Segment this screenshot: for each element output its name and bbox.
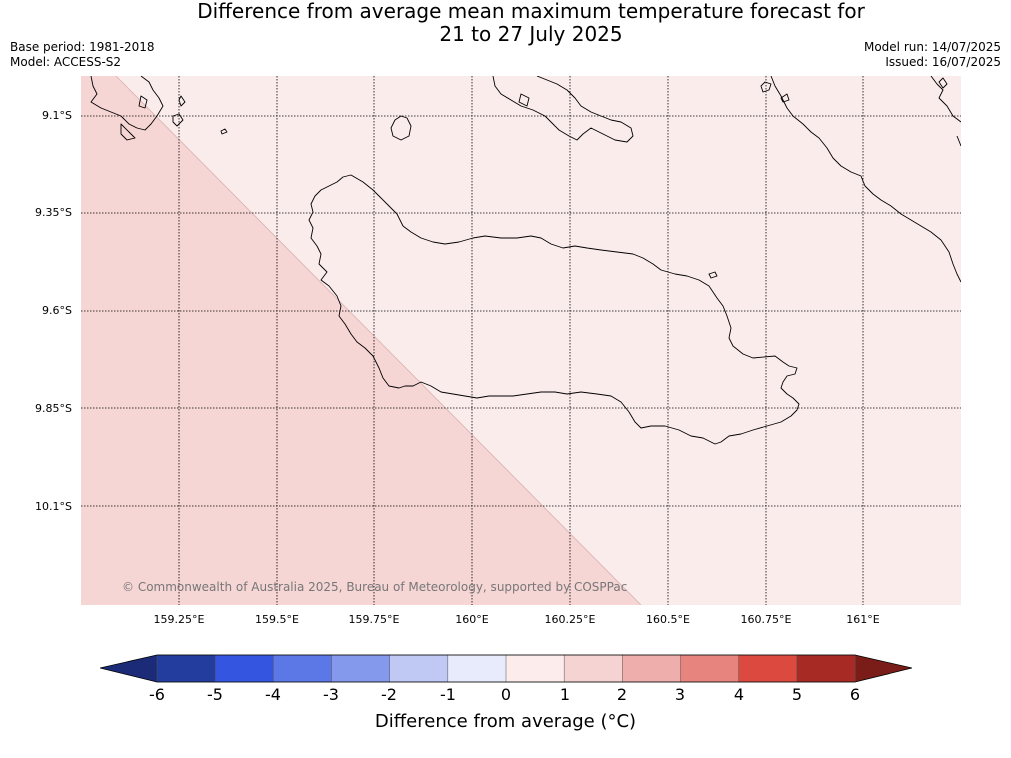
title-line-1: Difference from average mean maximum tem… <box>197 0 865 23</box>
cbar-tick-1: 1 <box>559 685 571 704</box>
cbar-tick-neg6: -6 <box>149 685 165 704</box>
colorbar <box>100 654 912 683</box>
lon-label-7: 160.75°E <box>740 613 792 626</box>
lon-label-8: 161°E <box>846 613 880 626</box>
savo-coast <box>172 113 184 127</box>
chart-title: Difference from average mean maximum tem… <box>0 0 1011 46</box>
cbar-tick-2: 2 <box>616 685 628 704</box>
cbar-tick-0: 0 <box>500 685 512 704</box>
cbar-tick-3: 3 <box>674 685 686 704</box>
base-period: Base period: 1981-2018 <box>10 40 155 54</box>
cbar-tick-5: 5 <box>791 685 803 704</box>
colorbar-segment-5 <box>447 654 507 683</box>
cbar-tick-6: 6 <box>849 685 861 704</box>
colorbar-segment-9 <box>680 654 740 683</box>
colorbar-label: Difference from average (°C) <box>374 711 637 732</box>
lon-label-4: 160°E <box>455 613 489 626</box>
colorbar-high-extend <box>855 655 912 682</box>
cbar-tick-neg2: -2 <box>381 685 397 704</box>
colorbar-segment-8 <box>622 654 682 683</box>
russell-islands-coast <box>90 76 186 141</box>
lon-label-3: 159.75°E <box>348 613 400 626</box>
model-run: Model run: 14/07/2025 <box>863 40 1001 54</box>
colorbar-segment-2 <box>273 654 333 683</box>
lon-label-2: 159.5°E <box>255 613 299 626</box>
cbar-tick-neg4: -4 <box>265 685 281 704</box>
malaita-coast <box>770 76 961 283</box>
title-line-2: 21 to 27 July 2025 <box>439 22 623 46</box>
lat-label-3: 9.6°S <box>42 304 72 317</box>
lon-label-5: 160.25°E <box>544 613 596 626</box>
map-svg <box>81 76 961 605</box>
colorbar-segment-10 <box>738 654 798 683</box>
issued-date: Issued: 16/07/2025 <box>885 55 1001 69</box>
lat-label-1: 9.1°S <box>42 109 72 122</box>
colorbar-segment-4 <box>389 654 449 683</box>
nggela-island-coast <box>390 115 412 141</box>
model-name: Model: ACCESS-S2 <box>10 55 122 69</box>
colorbar-segment-11 <box>796 654 856 683</box>
colorbar-low-extend <box>100 655 157 682</box>
cbar-tick-neg5: -5 <box>207 685 223 704</box>
cbar-tick-4: 4 <box>733 685 745 704</box>
region-boundary <box>115 76 642 605</box>
region-1-to-2 <box>81 76 641 605</box>
lat-label-5: 10.1°S <box>35 500 72 513</box>
guadalcanal-coast <box>308 174 800 445</box>
cbar-tick-neg3: -3 <box>323 685 339 704</box>
islet-coast <box>708 271 718 279</box>
meta-right: Model run: 14/07/2025 Issued: 16/07/2025 <box>864 40 1001 70</box>
map-panel[interactable] <box>81 76 961 605</box>
lon-label-6: 160.5°E <box>646 613 690 626</box>
small-islet-coast <box>220 128 228 135</box>
colorbar-segments <box>156 654 856 683</box>
lon-label-1: 159.25°E <box>153 613 205 626</box>
colorbar-segment-1 <box>214 654 274 683</box>
meta-left: Base period: 1981-2018 Model: ACCESS-S2 <box>10 40 155 70</box>
copyright-notice: © Commonwealth of Australia 2025, Bureau… <box>122 580 628 594</box>
coastlines <box>90 76 961 445</box>
colorbar-segment-7 <box>563 654 623 683</box>
lat-label-2: 9.35°S <box>35 206 72 219</box>
colorbar-segment-3 <box>331 654 391 683</box>
lat-label-4: 9.85°S <box>35 402 72 415</box>
florida-islands-coast <box>492 76 634 143</box>
cbar-tick-neg1: -1 <box>440 685 456 704</box>
colorbar-segment-6 <box>505 654 565 683</box>
colorbar-segment-0 <box>156 654 216 683</box>
north-islets-coast <box>760 77 948 103</box>
graticule <box>81 76 961 605</box>
